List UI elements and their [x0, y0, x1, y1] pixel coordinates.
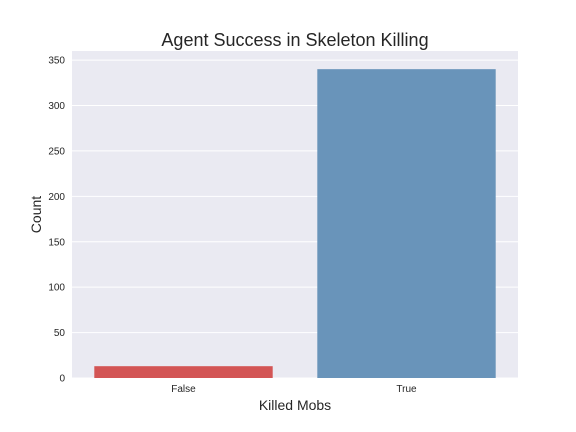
bar-false: [94, 366, 273, 378]
y-tick-label: 300: [48, 101, 65, 112]
y-tick-label: 150: [48, 237, 65, 248]
y-tick-label: 100: [48, 283, 65, 294]
y-tick-label: 250: [48, 146, 65, 157]
y-tick-label: 200: [48, 192, 65, 203]
x-axis-ticks: False True: [171, 384, 417, 395]
x-tick-label: False: [171, 384, 196, 395]
bar-true: [317, 69, 496, 379]
chart-title: Agent Success in Skeleton Killing: [161, 30, 428, 50]
y-tick-label: 0: [59, 374, 65, 385]
y-axis-ticks: 0 50 100 150 200 250 300 350: [48, 56, 65, 385]
y-axis-label: Count: [28, 196, 44, 233]
y-tick-label: 350: [48, 56, 65, 67]
x-tick-label: True: [396, 384, 417, 395]
y-tick-label: 50: [54, 328, 66, 339]
x-axis-label: Killed Mobs: [259, 397, 331, 413]
bars: [94, 69, 496, 379]
